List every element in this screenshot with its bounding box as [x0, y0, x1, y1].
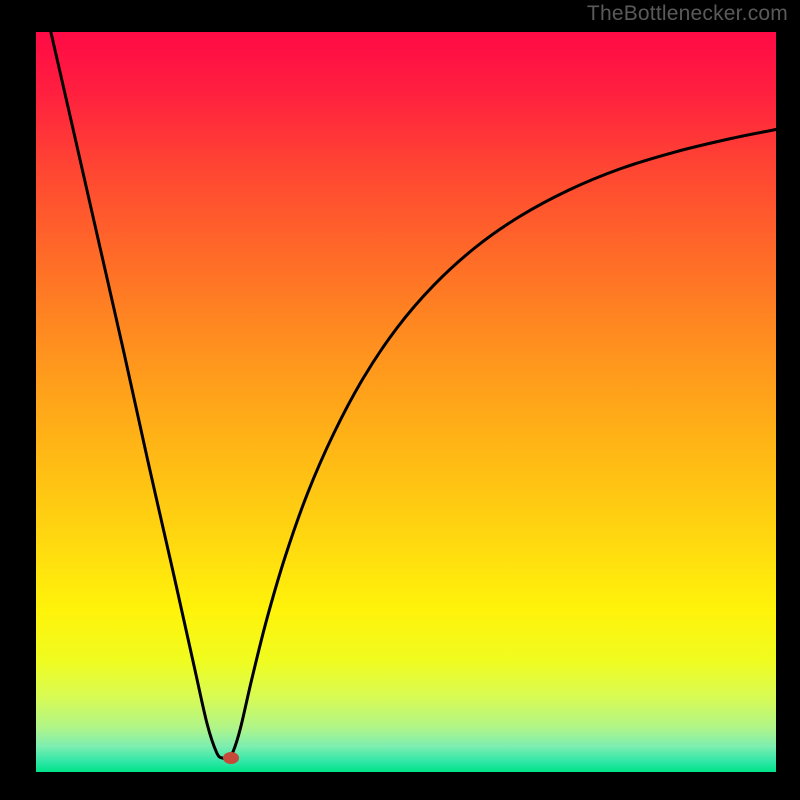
watermark-label: TheBottlenecker.com — [587, 2, 788, 26]
curve-layer — [36, 32, 780, 776]
chart-canvas: TheBottlenecker.com — [0, 0, 800, 800]
minimum-marker — [223, 752, 239, 764]
bottleneck-curve — [51, 32, 780, 759]
plot-area — [34, 30, 778, 774]
